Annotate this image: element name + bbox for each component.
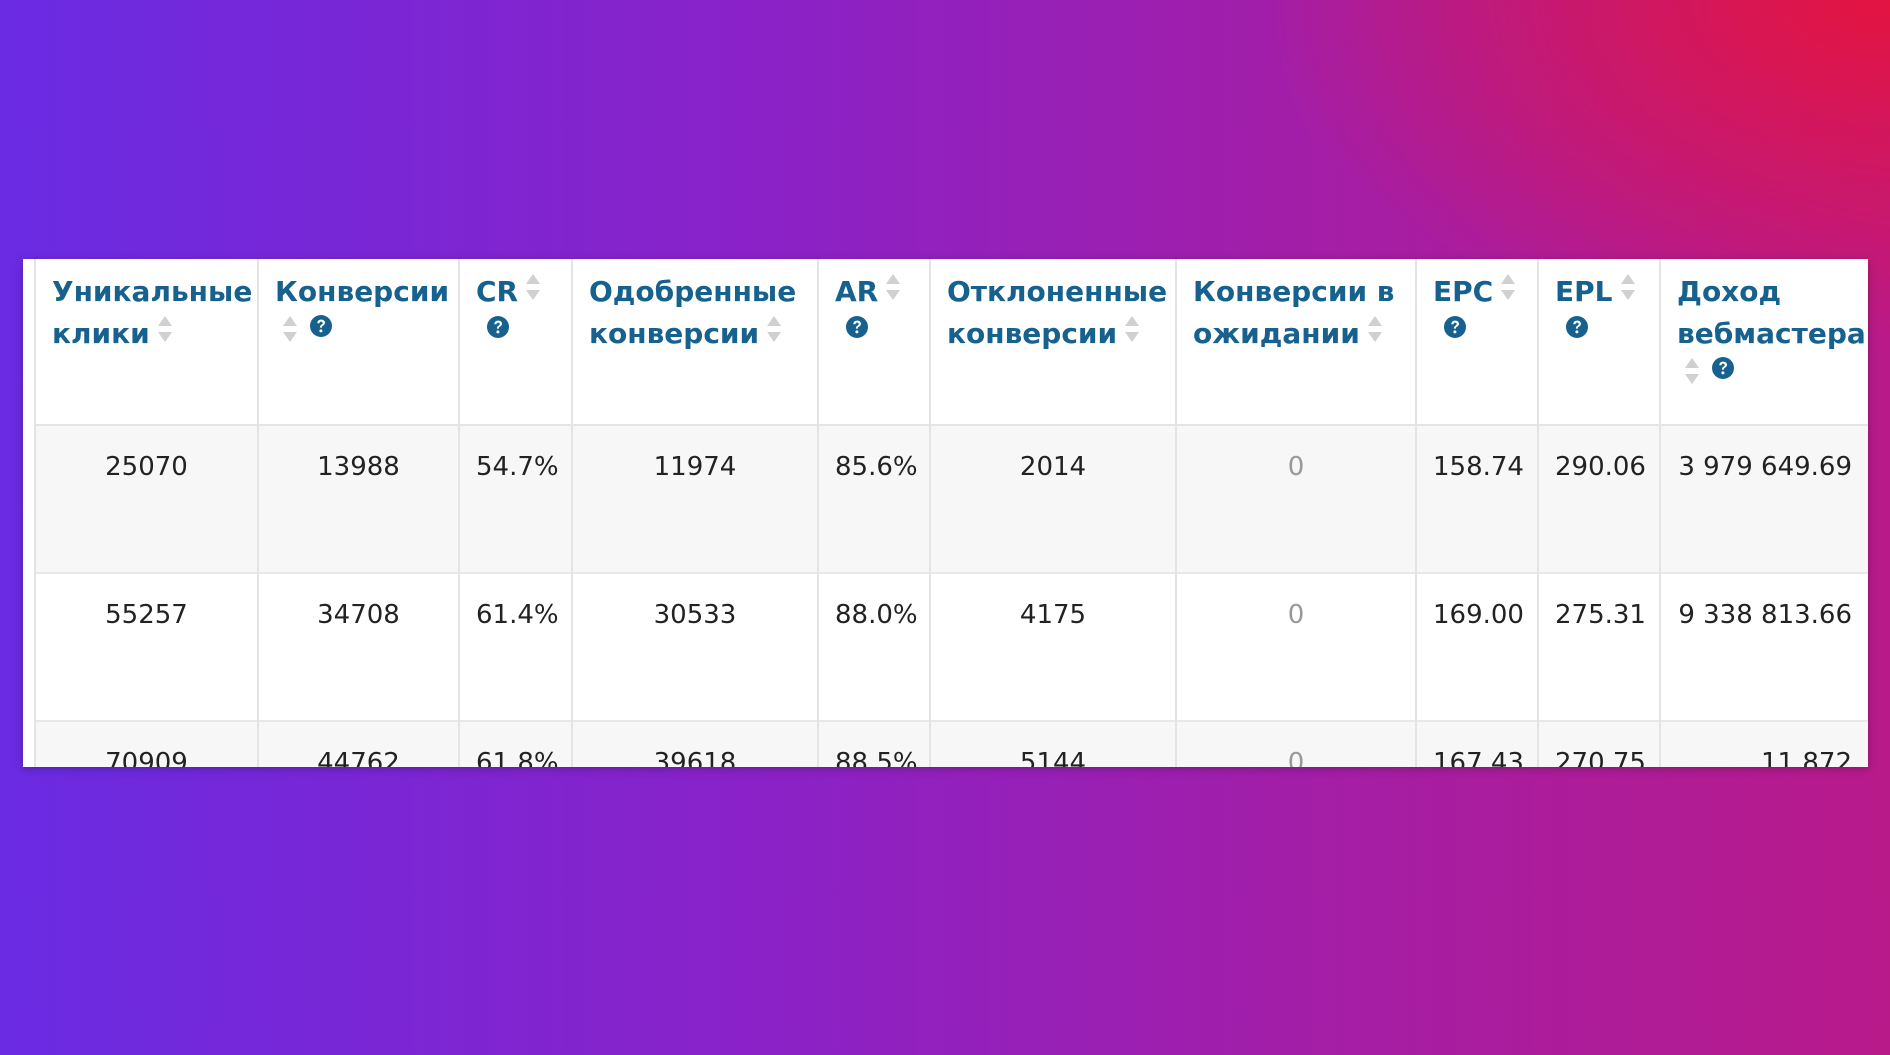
column-header[interactable]: Уникальные клики: [34, 259, 259, 426]
table-cell: 169.00: [1415, 572, 1539, 721]
header-label: Конверсии: [275, 275, 450, 308]
table-cell: 39618: [571, 720, 819, 767]
table-cell: 54.7%: [458, 424, 573, 573]
header-label: CR: [476, 275, 519, 308]
table-cell: 9 338 813.66: [1659, 572, 1868, 721]
sort-icon[interactable]: [281, 314, 299, 356]
table-cell: 85.6%: [817, 424, 931, 573]
header-label: AR: [835, 275, 879, 308]
sort-icon[interactable]: [1366, 314, 1384, 356]
table-cell: 61.4%: [458, 572, 573, 721]
table-cell: 11 872 733.91: [1659, 720, 1868, 767]
table-cell: 25070: [34, 424, 259, 573]
table-row: 25070 13988 54.7% 11974 85.6% 2014 0 158.74 290.…: [34, 424, 1868, 573]
header-label: EPC: [1433, 275, 1494, 308]
sort-icon[interactable]: [1123, 314, 1141, 356]
help-icon[interactable]: [486, 309, 510, 351]
table-cell: 13988: [257, 424, 460, 573]
column-header[interactable]: Одобренные конверсии: [571, 259, 819, 426]
header-label: EPL: [1555, 275, 1613, 308]
table-cell: 88.0%: [817, 572, 931, 721]
table-cell: 0: [1175, 720, 1417, 767]
table-cell: 167.43: [1415, 720, 1539, 767]
header-label: Одобренные конверсии: [589, 275, 797, 350]
table-cell: 290.06: [1537, 424, 1661, 573]
table-cell: 5144: [929, 720, 1177, 767]
sort-icon[interactable]: [765, 314, 783, 356]
table-row: 55257 34708 61.4% 30533 88.0% 4175 0 169.00 275.…: [34, 572, 1868, 721]
table-cell: 158.74: [1415, 424, 1539, 573]
table-cell: 11974: [571, 424, 819, 573]
header-label: Конверсии в ожидании: [1193, 275, 1395, 350]
column-header[interactable]: CR: [458, 259, 573, 426]
help-icon[interactable]: [309, 308, 333, 350]
header-row: Уникальные клики Конверсии CR Одобренные ко…: [34, 259, 1868, 426]
table-cell: 4175: [929, 572, 1177, 721]
stats-table: Уникальные клики Конверсии CR Одобренные ко…: [34, 259, 1868, 767]
table-cell: 44762: [257, 720, 460, 767]
table-cell: 70909: [34, 720, 259, 767]
sort-icon[interactable]: [884, 272, 902, 314]
column-header[interactable]: AR: [817, 259, 931, 426]
table-cell: 270.75: [1537, 720, 1661, 767]
sort-icon[interactable]: [1619, 272, 1637, 314]
sort-icon[interactable]: [1499, 272, 1517, 314]
column-header[interactable]: Отклоненные конверсии: [929, 259, 1177, 426]
sort-icon[interactable]: [1683, 356, 1701, 398]
table-cell: 55257: [34, 572, 259, 721]
help-icon[interactable]: [845, 309, 869, 351]
column-header[interactable]: Доход вебмастера: [1659, 259, 1868, 426]
table-cell: 2014: [929, 424, 1177, 573]
column-header[interactable]: EPC: [1415, 259, 1539, 426]
help-icon[interactable]: [1711, 350, 1735, 392]
column-header[interactable]: Конверсии в ожидании: [1175, 259, 1417, 426]
table-cell: 61.8%: [458, 720, 573, 767]
table-cell: 0: [1175, 424, 1417, 573]
help-icon[interactable]: [1565, 309, 1589, 351]
table-cell: 34708: [257, 572, 460, 721]
header-label: Доход вебмастера: [1677, 275, 1866, 350]
help-icon[interactable]: [1443, 309, 1467, 351]
table-cell: 88.5%: [817, 720, 931, 767]
table-cell: 0: [1175, 572, 1417, 721]
column-header[interactable]: Конверсии: [257, 259, 460, 426]
table-row: 70909 44762 61.8% 39618 88.5% 5144 0 167.43 270.…: [34, 720, 1868, 767]
stats-table-card: Уникальные клики Конверсии CR Одобренные ко…: [23, 259, 1868, 767]
header-label: Уникальные клики: [52, 275, 253, 350]
table-cell: 3 979 649.69: [1659, 424, 1868, 573]
sort-icon[interactable]: [524, 272, 542, 314]
table-body: 25070 13988 54.7% 11974 85.6% 2014 0 158.74 290.…: [34, 424, 1868, 767]
table-cell: 275.31: [1537, 572, 1661, 721]
header-label: Отклоненные конверсии: [947, 275, 1168, 350]
sort-icon[interactable]: [156, 314, 174, 356]
column-header[interactable]: EPL: [1537, 259, 1661, 426]
table-cell: 30533: [571, 572, 819, 721]
